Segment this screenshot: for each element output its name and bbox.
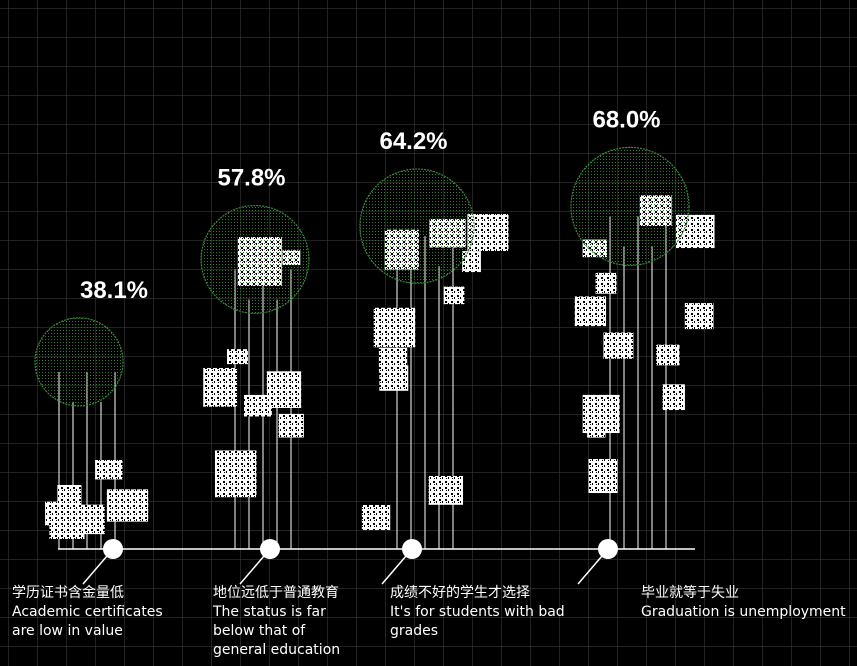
noise-block: [244, 394, 272, 417]
noise-block: [587, 415, 606, 438]
bubble: [570, 146, 690, 266]
noise-block: [588, 459, 618, 494]
noise-block: [203, 367, 238, 407]
noise-block: [574, 296, 607, 327]
category-description: The status is far below that of general …: [213, 604, 341, 658]
bubble: [359, 168, 475, 284]
noise-block: [76, 504, 105, 535]
noise-block: [684, 303, 714, 330]
noise-block: [278, 413, 304, 438]
noise-block: [662, 384, 685, 411]
category-label: 成绩不好的学生才选择: [390, 585, 530, 601]
category-description: Academic certificates are low in value: [12, 604, 163, 639]
category-dot: [260, 539, 280, 559]
category-label: 地位远低于普通教育: [213, 585, 339, 601]
bubble: [200, 204, 310, 314]
category-description: Graduation is unemployment: [641, 604, 846, 620]
value-label: 68.0%: [592, 106, 660, 133]
noise-block: [266, 371, 302, 408]
noise-block: [379, 365, 409, 391]
category-description: It's for students with bad grades: [390, 604, 565, 639]
value-label: 57.8%: [217, 165, 285, 192]
noise-block: [373, 307, 416, 348]
value-label: 64.2%: [379, 128, 447, 155]
noise-block: [595, 272, 617, 294]
category-dot: [402, 539, 422, 559]
noise-block: [106, 489, 149, 522]
category-label: 学历证书含金量低: [12, 585, 124, 601]
noise-block: [603, 332, 634, 359]
noise-block: [443, 286, 465, 305]
category-label: 毕业就等于失业: [641, 585, 739, 601]
noise-block: [214, 450, 257, 498]
category-dot: [598, 539, 618, 559]
value-label: 38.1%: [80, 277, 148, 304]
noise-block: [428, 475, 464, 505]
noise-block: [462, 251, 481, 273]
category-dot: [103, 539, 123, 559]
noise-block: [656, 344, 680, 366]
noise-block: [227, 349, 248, 365]
bubble: [34, 317, 124, 407]
noise-block: [95, 459, 123, 480]
noise-block: [57, 484, 82, 510]
noise-block: [361, 505, 391, 531]
